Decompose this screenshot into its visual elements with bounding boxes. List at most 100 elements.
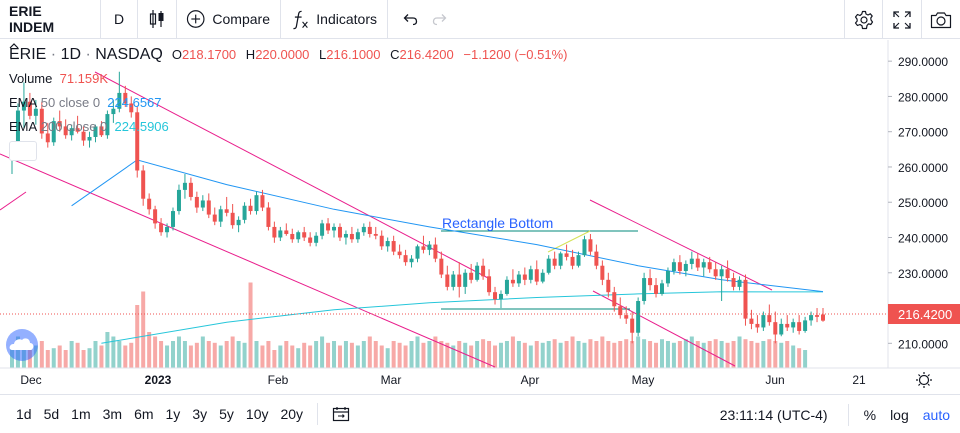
- candle[interactable]: [153, 205, 158, 229]
- candle[interactable]: [176, 184, 181, 215]
- candle[interactable]: [671, 258, 676, 275]
- candle[interactable]: [27, 92, 32, 120]
- candle[interactable]: [612, 286, 617, 312]
- candle[interactable]: [57, 110, 62, 132]
- auto-scale-button[interactable]: auto: [922, 406, 950, 423]
- candle[interactable]: [683, 260, 688, 277]
- range-button-5d[interactable]: 5d: [43, 406, 60, 422]
- candle[interactable]: [320, 219, 325, 240]
- fullscreen-button[interactable]: [882, 0, 921, 39]
- range-button-1y[interactable]: 1y: [165, 406, 181, 422]
- candle[interactable]: [147, 193, 152, 215]
- range-button-3m[interactable]: 3m: [102, 406, 123, 422]
- candle[interactable]: [254, 191, 259, 215]
- legend-collapse-button[interactable]: [9, 43, 37, 161]
- candle[interactable]: [570, 249, 575, 270]
- candle[interactable]: [576, 251, 581, 268]
- candle[interactable]: [773, 311, 778, 344]
- candle[interactable]: [594, 244, 599, 270]
- percent-scale-button[interactable]: %: [863, 406, 877, 423]
- candle[interactable]: [582, 235, 587, 257]
- candle[interactable]: [642, 272, 647, 305]
- candle[interactable]: [803, 316, 808, 333]
- candle[interactable]: [200, 195, 205, 212]
- candle[interactable]: [224, 196, 229, 217]
- candle[interactable]: [719, 265, 724, 301]
- candle[interactable]: [212, 207, 217, 226]
- candle[interactable]: [242, 202, 247, 224]
- candle[interactable]: [821, 308, 825, 322]
- candle[interactable]: [743, 274, 748, 326]
- candle[interactable]: [487, 269, 492, 296]
- candle[interactable]: [558, 251, 563, 270]
- candle[interactable]: [564, 244, 569, 261]
- chart-area[interactable]: Rectangle Bottom 290.0000 280.0000 270.000…: [0, 40, 960, 394]
- timezone-settings-button[interactable]: [916, 372, 932, 388]
- candle[interactable]: [367, 221, 372, 238]
- candle[interactable]: [123, 85, 128, 108]
- candle[interactable]: [648, 269, 653, 291]
- candle[interactable]: [63, 119, 68, 139]
- settings-button[interactable]: [844, 0, 882, 39]
- tradingview-logo[interactable]: [6, 329, 38, 361]
- candle[interactable]: [749, 309, 754, 330]
- candle[interactable]: [314, 232, 319, 247]
- channel-line-lower-right[interactable]: [592, 290, 736, 367]
- candle[interactable]: [409, 255, 414, 268]
- candle[interactable]: [516, 271, 521, 287]
- candle[interactable]: [415, 244, 420, 263]
- candle[interactable]: [373, 226, 378, 240]
- candle[interactable]: [129, 96, 134, 118]
- candle[interactable]: [182, 174, 187, 199]
- candle[interactable]: [445, 265, 450, 291]
- range-button-20y[interactable]: 20y: [280, 406, 304, 422]
- candle[interactable]: [463, 269, 468, 294]
- candle[interactable]: [421, 235, 426, 254]
- channel-line-upper-left[interactable]: [94, 71, 489, 279]
- time-axis[interactable]: Dec 2023 Feb Mar Apr May Jun 21: [20, 373, 866, 387]
- candle[interactable]: [236, 216, 241, 233]
- candle[interactable]: [135, 107, 140, 178]
- candle[interactable]: [230, 204, 235, 229]
- price-chart[interactable]: Rectangle Bottom 290.0000 280.0000 270.000…: [0, 40, 960, 394]
- candle[interactable]: [659, 279, 664, 296]
- redo-icon[interactable]: [432, 12, 448, 26]
- candle[interactable]: [695, 253, 700, 272]
- candle[interactable]: [504, 276, 509, 296]
- candle[interactable]: [99, 121, 104, 137]
- candle[interactable]: [21, 82, 26, 129]
- candle[interactable]: [105, 110, 110, 139]
- candle[interactable]: [332, 223, 337, 238]
- candle[interactable]: [141, 165, 146, 206]
- undo-icon[interactable]: [402, 12, 418, 26]
- candle[interactable]: [791, 318, 796, 333]
- candle[interactable]: [498, 290, 503, 309]
- candle[interactable]: [260, 189, 265, 212]
- candle[interactable]: [701, 258, 706, 277]
- legend-volume-row[interactable]: Volume 71.159K: [9, 67, 567, 91]
- candle[interactable]: [171, 207, 176, 231]
- candle[interactable]: [725, 260, 730, 282]
- candle[interactable]: [779, 318, 784, 337]
- candle[interactable]: [266, 202, 271, 231]
- candle[interactable]: [457, 262, 462, 298]
- candle[interactable]: [349, 226, 354, 243]
- screenshot-button[interactable]: [921, 0, 960, 39]
- candle[interactable]: [707, 256, 712, 273]
- candle[interactable]: [439, 251, 444, 279]
- candle[interactable]: [87, 131, 92, 148]
- legend-main-row[interactable]: ERIE · 1D · NASDAQ O218.1700 H220.0000 L…: [9, 43, 567, 67]
- candle[interactable]: [785, 315, 790, 331]
- candle[interactable]: [522, 267, 527, 286]
- rectangle-bottom-label[interactable]: Rectangle Bottom: [442, 215, 553, 231]
- candle[interactable]: [677, 255, 682, 275]
- compare-button[interactable]: Compare: [177, 0, 281, 39]
- range-button-5y[interactable]: 5y: [219, 406, 234, 422]
- candle[interactable]: [81, 126, 86, 146]
- candle[interactable]: [731, 272, 736, 291]
- candle[interactable]: [588, 233, 593, 256]
- candle[interactable]: [600, 260, 605, 286]
- interval-button[interactable]: D: [101, 0, 138, 39]
- candle[interactable]: [45, 122, 50, 148]
- candle[interactable]: [809, 311, 814, 326]
